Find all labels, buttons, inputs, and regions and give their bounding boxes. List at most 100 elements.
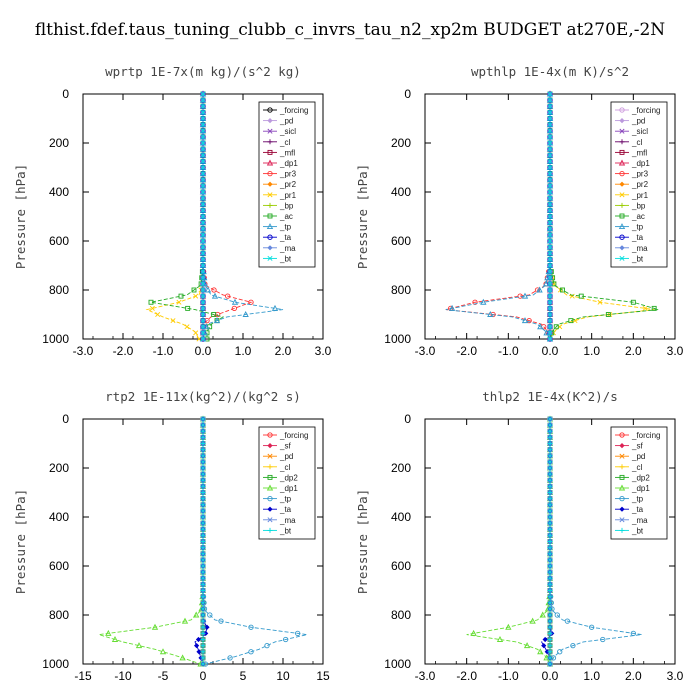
data-point xyxy=(200,177,206,183)
data-point xyxy=(184,324,190,330)
legend-marker xyxy=(267,255,273,261)
data-point xyxy=(547,164,553,171)
data-point xyxy=(185,305,191,311)
x-tick-label: -15 xyxy=(74,669,92,683)
data-point xyxy=(200,256,206,262)
data-point xyxy=(200,103,206,109)
legend: _forcing_pd_sicl_cl_mfl_dp1_pr3_pr2_pr1_… xyxy=(610,101,668,268)
data-point xyxy=(547,428,553,434)
legend-label: _dp1 xyxy=(279,484,298,493)
legend-label: _forcing xyxy=(279,106,308,115)
data-point xyxy=(560,287,565,293)
data-point xyxy=(200,164,206,171)
data-point xyxy=(231,298,239,305)
panel-title: thlp2 1E-4x(K^2)/s xyxy=(482,389,617,404)
data-point xyxy=(295,630,301,637)
data-point xyxy=(547,545,553,551)
legend-label: _pr3 xyxy=(631,170,649,179)
data-point xyxy=(200,496,206,502)
data-point xyxy=(200,183,206,189)
data-point xyxy=(448,304,456,311)
x-tick-label: -2.0 xyxy=(456,344,477,358)
legend-marker xyxy=(267,527,273,533)
data-point xyxy=(547,502,553,508)
series-line xyxy=(445,94,551,340)
data-point xyxy=(547,655,553,661)
data-point xyxy=(547,649,553,655)
data-point xyxy=(200,134,206,140)
legend-marker xyxy=(619,149,625,155)
data-point xyxy=(600,636,606,643)
x-tick-label: 3.0 xyxy=(667,669,684,683)
legend-label: _pr2 xyxy=(631,180,649,189)
data-point xyxy=(200,146,206,152)
data-point xyxy=(547,422,553,428)
data-point xyxy=(547,661,553,667)
data-point xyxy=(547,569,553,575)
data-point xyxy=(200,520,206,526)
data-point xyxy=(111,636,119,642)
data-point xyxy=(554,612,560,618)
data-point xyxy=(547,324,553,330)
data-point xyxy=(547,195,553,201)
panel-title: rtp2 1E-11x(kg^2)/(kg^2 s) xyxy=(105,389,301,404)
data-point xyxy=(547,91,553,97)
data-point xyxy=(526,317,532,324)
data-point xyxy=(200,115,206,122)
legend-label: _ac xyxy=(279,212,293,221)
data-point xyxy=(200,330,206,336)
data-point xyxy=(542,280,550,287)
series-pr3 xyxy=(200,91,254,342)
legend-label: _tp xyxy=(279,223,292,232)
y-tick-label: 400 xyxy=(391,185,411,199)
data-point xyxy=(200,226,206,232)
legend-label: _sicl xyxy=(279,127,296,136)
data-point xyxy=(193,293,199,299)
legend-marker xyxy=(266,223,274,230)
data-point xyxy=(547,514,553,520)
data-point xyxy=(200,588,206,593)
data-point xyxy=(547,201,553,207)
series-line xyxy=(145,94,204,340)
figure-title: flthist.fdef.taus_tuning_clubb_c_invrs_t… xyxy=(35,20,665,40)
legend-marker xyxy=(618,159,626,166)
legend-marker xyxy=(619,432,625,438)
legend-marker xyxy=(619,213,625,219)
data-point xyxy=(547,146,553,152)
x-tick-label: 2.0 xyxy=(625,669,642,683)
legend-label: _pr2 xyxy=(279,180,297,189)
series-bt xyxy=(200,91,206,342)
data-point xyxy=(200,477,206,483)
legend-label: _cl xyxy=(279,463,290,472)
y-tick-label: 200 xyxy=(391,461,411,475)
y-tick-label: 200 xyxy=(49,136,69,150)
data-point xyxy=(200,649,206,655)
legend-label: _dp1 xyxy=(279,159,298,168)
data-point xyxy=(480,298,487,305)
data-point xyxy=(547,630,553,636)
data-point xyxy=(194,643,200,649)
data-point xyxy=(547,305,553,311)
data-point xyxy=(547,637,553,642)
data-point xyxy=(200,189,206,195)
x-tick-label: 10 xyxy=(276,669,290,683)
data-point xyxy=(547,152,553,158)
legend-label: _bp xyxy=(631,201,646,210)
data-point xyxy=(547,557,553,563)
data-point xyxy=(151,623,159,630)
data-point xyxy=(200,600,206,606)
data-point xyxy=(547,244,553,250)
data-point xyxy=(547,115,553,122)
data-point xyxy=(211,312,217,317)
y-tick-label: 600 xyxy=(49,234,69,248)
data-point xyxy=(547,416,553,422)
legend-label: _ma xyxy=(631,244,648,253)
data-point xyxy=(200,563,206,569)
data-point xyxy=(547,311,553,318)
data-point xyxy=(227,655,233,661)
series-dp1 xyxy=(466,415,554,667)
data-point xyxy=(200,318,206,324)
legend-marker xyxy=(267,443,273,449)
data-point xyxy=(200,557,206,563)
legend-marker xyxy=(619,453,625,459)
